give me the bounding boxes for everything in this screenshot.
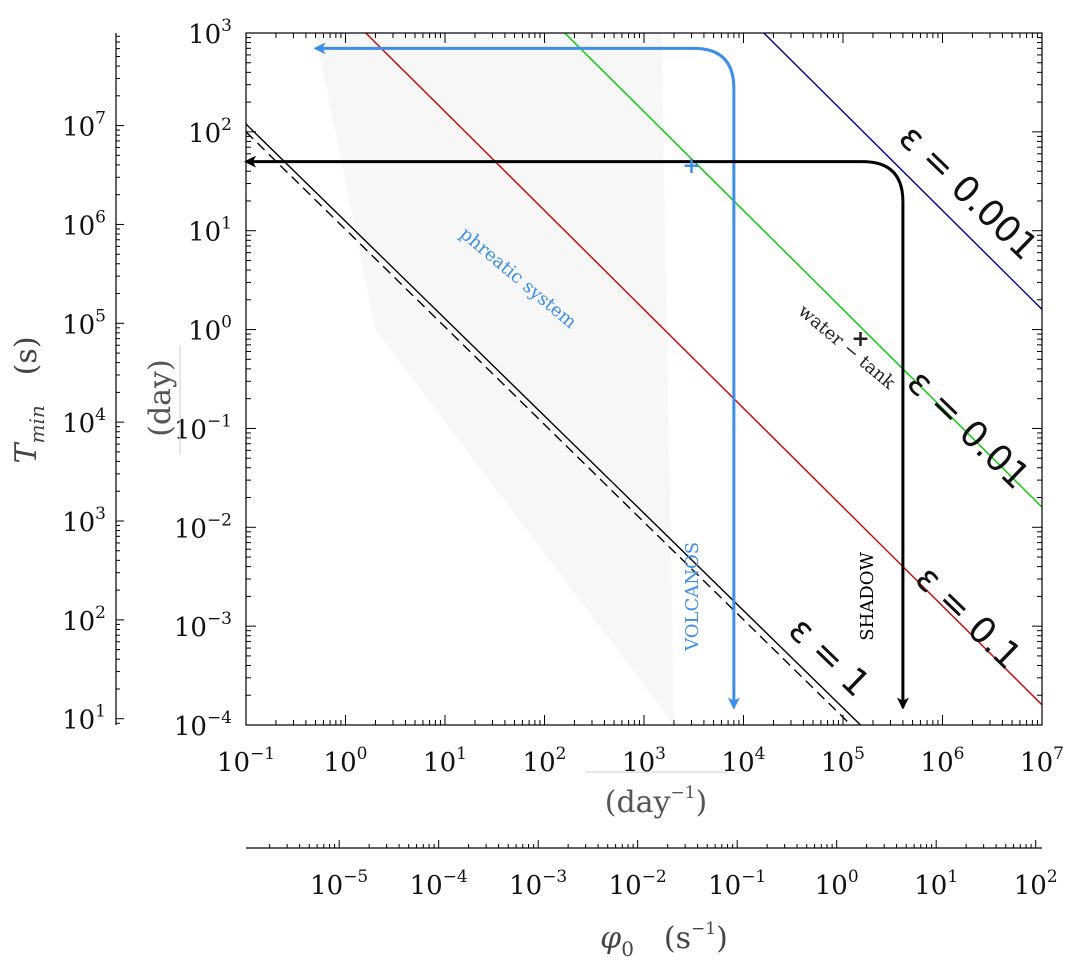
secondary-x-tick-label: 100: [815, 867, 859, 901]
annotation-2: VOLCANOS: [682, 542, 703, 652]
axes-layer: 10−1 100 101 102 103 104 105 106 107 10−4 10−3 10−2…: [62, 16, 1064, 901]
secondary-x-tick-label: 10−1: [708, 867, 766, 901]
secondary-x-axis-title: φ0 (s−1): [600, 919, 728, 961]
arrows-layer: [244, 42, 909, 710]
annotation-3: SHADOW: [857, 552, 878, 641]
secondary-y-axis-title: Tmin (s): [9, 336, 49, 463]
y-tick-label: 10−1: [174, 411, 232, 445]
series-line-3: [564, 33, 1042, 508]
series-line-4: [763, 33, 1042, 310]
secondary-x-tick-label: 10−5: [310, 867, 368, 901]
series-line-1: [246, 131, 852, 725]
secondary-x-tick-label: 10−3: [509, 867, 567, 901]
secondary-x-tick-label: 101: [914, 867, 958, 901]
secondary-y-tick-label: 105: [62, 306, 106, 340]
x-tick-label: 103: [622, 744, 666, 778]
series-lines-layer: [246, 33, 1042, 725]
annotation-1: water − tank: [794, 301, 900, 395]
y-tick-label: 10−3: [174, 609, 232, 643]
x-tick-label: 101: [423, 744, 467, 778]
y-tick-label: 101: [188, 214, 232, 248]
y-tick-label: 102: [188, 115, 232, 149]
secondary-x-tick-label: 10−2: [609, 867, 667, 901]
shaded-region: [315, 33, 674, 725]
x-tick-label: 100: [324, 744, 368, 778]
secondary-y-tick-label: 107: [62, 109, 106, 143]
x-unit-label: (day−1): [605, 783, 708, 820]
y-tick-label: 10−2: [174, 510, 232, 544]
arrow-shadow-horizontal: [244, 155, 905, 202]
secondary-y-tick-label: 106: [62, 207, 106, 241]
y-tick-label: 100: [188, 313, 232, 347]
shaded-region-layer: [315, 33, 674, 725]
series-line-2: [365, 33, 1042, 706]
x-tick-label: 105: [821, 744, 865, 778]
curve-label-2: ε = 0.01: [899, 362, 1037, 498]
y-unit-label: (day): [143, 359, 178, 436]
x-tick-label: 10−1: [217, 744, 275, 778]
x-tick-label: 102: [523, 744, 567, 778]
x-tick-label: 104: [722, 744, 766, 778]
secondary-y-tick-label: 101: [62, 702, 106, 736]
secondary-x-tick-label: 102: [1014, 867, 1058, 901]
x-tick-label: 106: [921, 744, 965, 778]
y-tick-label: 103: [188, 16, 232, 50]
arrow-phreatic-horizontal: [313, 42, 736, 89]
x-tick-label: 107: [1020, 744, 1064, 778]
secondary-y-tick-label: 104: [62, 405, 106, 439]
secondary-y-tick-label: 103: [62, 504, 106, 538]
y-tick-label: 10−4: [174, 708, 232, 742]
series-line-0: [246, 123, 862, 725]
curve-label-3: ε = 0.001: [891, 117, 1046, 268]
annotation-marker-0: +: [682, 153, 700, 179]
curve-label-1: ε = 0.1: [907, 558, 1029, 678]
secondary-y-tick-label: 102: [62, 603, 106, 637]
annotation-marker-1: +: [851, 326, 869, 352]
secondary-x-tick-label: 10−4: [410, 867, 468, 901]
